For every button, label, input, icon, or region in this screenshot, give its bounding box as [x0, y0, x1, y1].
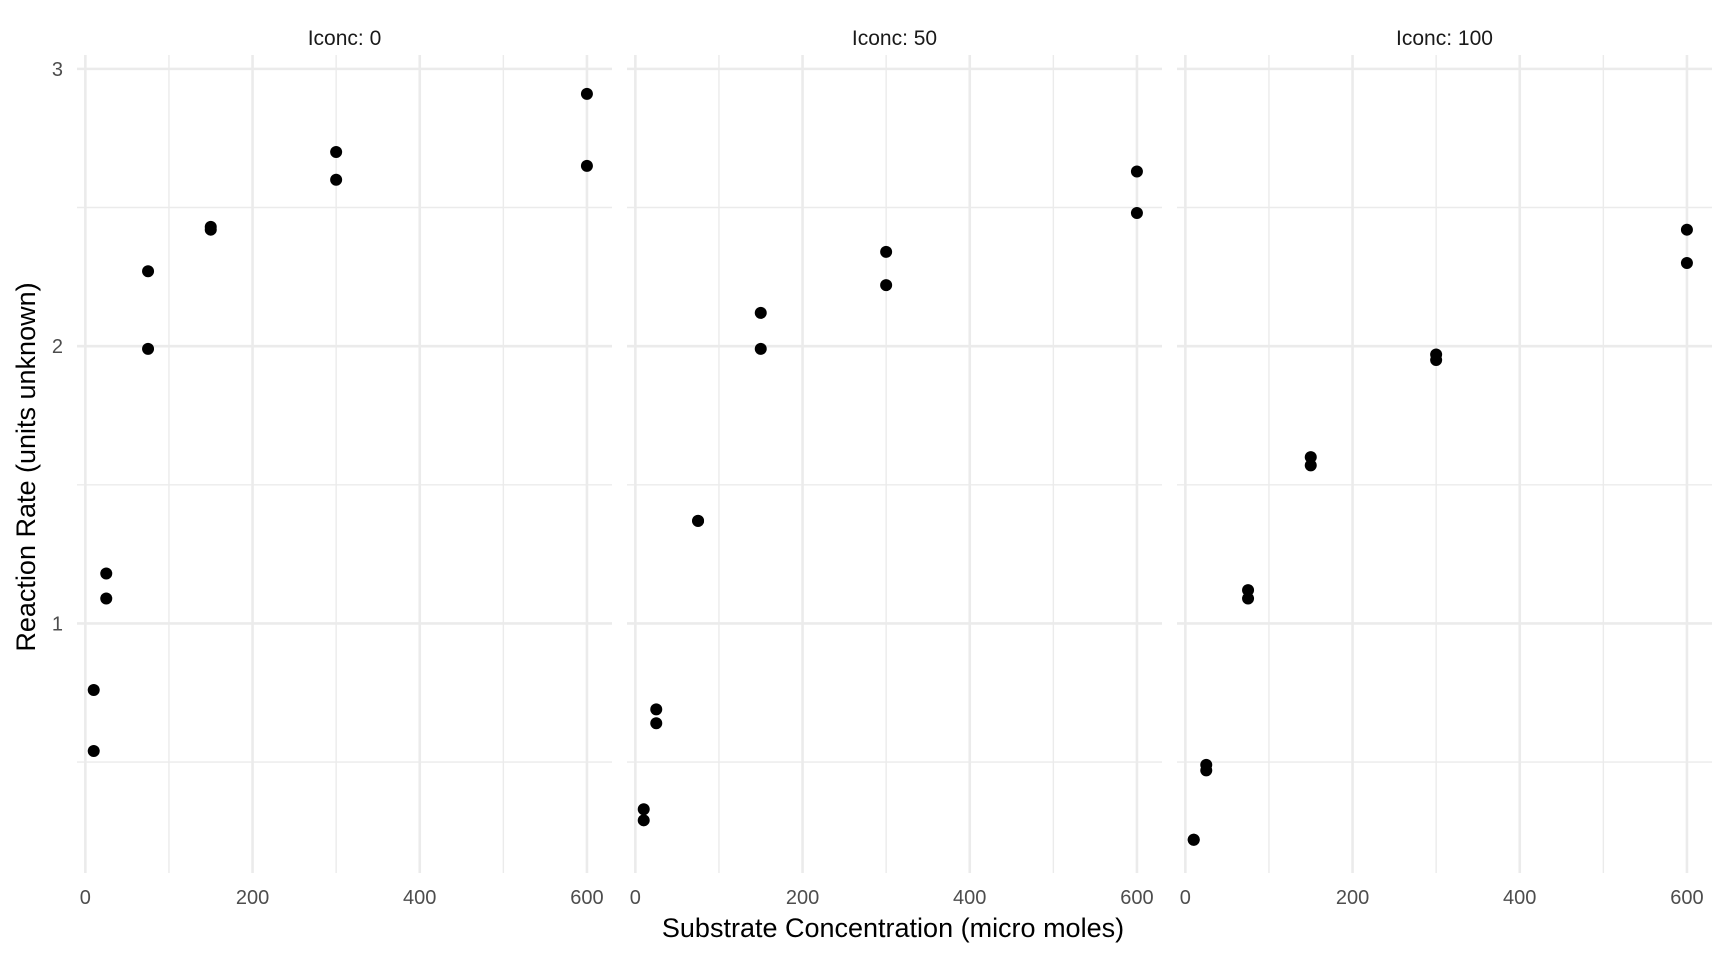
data-point — [87, 744, 100, 757]
data-point — [754, 306, 767, 319]
data-point — [880, 279, 893, 292]
data-point — [692, 514, 705, 527]
data-point — [754, 342, 767, 355]
data-point — [1242, 592, 1255, 605]
data-point — [142, 265, 155, 278]
x-tick-label: 600 — [1120, 887, 1153, 909]
data-point — [204, 223, 217, 236]
x-tick-label: 400 — [1503, 887, 1536, 909]
panel-0: Iconc: 0 0 200 400 600 1 2 3 — [52, 27, 612, 909]
x-tick-label: 400 — [403, 887, 436, 909]
data-point — [1304, 451, 1317, 464]
data-point — [1187, 833, 1200, 846]
data-point — [637, 814, 650, 827]
facet-strip-label: Iconc: 50 — [852, 27, 937, 50]
x-axis-title: Substrate Concentration (micro moles) — [662, 913, 1124, 943]
data-point — [650, 717, 663, 730]
data-point — [1430, 354, 1443, 367]
y-axis-title: Reaction Rate (units unknown) — [11, 282, 41, 651]
y-tick-label: 2 — [52, 336, 63, 358]
facet-strip-label: Iconc: 100 — [1396, 27, 1493, 50]
panel-2: Iconc: 100 0 200 400 600 — [1177, 27, 1712, 909]
x-tick-label: 600 — [1670, 887, 1703, 909]
data-point — [1130, 207, 1143, 220]
data-point — [87, 683, 100, 696]
data-point — [100, 567, 113, 580]
panels: Iconc: 0 0 200 400 600 1 2 3 Iconc: 50 0 200 400 600… — [52, 27, 1712, 909]
data-point — [1680, 256, 1693, 269]
x-tick-label: 200 — [786, 887, 819, 909]
x-tick-label: 200 — [236, 887, 269, 909]
data-point — [650, 703, 663, 716]
data-point — [1242, 584, 1255, 597]
x-tick-label: 0 — [80, 887, 91, 909]
data-point — [1680, 223, 1693, 236]
y-tick-label: 1 — [52, 613, 63, 635]
data-point — [330, 146, 343, 159]
x-tick-label: 400 — [953, 887, 986, 909]
data-point — [100, 592, 113, 605]
data-point — [1304, 459, 1317, 472]
x-tick-label: 0 — [1180, 887, 1191, 909]
y-tick-label: 3 — [52, 59, 63, 81]
data-point — [1130, 165, 1143, 178]
data-point — [330, 173, 343, 186]
data-point — [1200, 764, 1213, 777]
panel-1: Iconc: 50 0 200 400 600 — [627, 27, 1162, 909]
x-tick-label: 200 — [1336, 887, 1369, 909]
data-point — [637, 803, 650, 816]
data-point — [580, 87, 593, 100]
x-tick-label: 600 — [570, 887, 603, 909]
data-point — [880, 245, 893, 258]
data-point — [580, 159, 593, 172]
data-point — [142, 342, 155, 355]
facet-strip-label: Iconc: 0 — [308, 27, 382, 50]
x-tick-label: 0 — [630, 887, 641, 909]
